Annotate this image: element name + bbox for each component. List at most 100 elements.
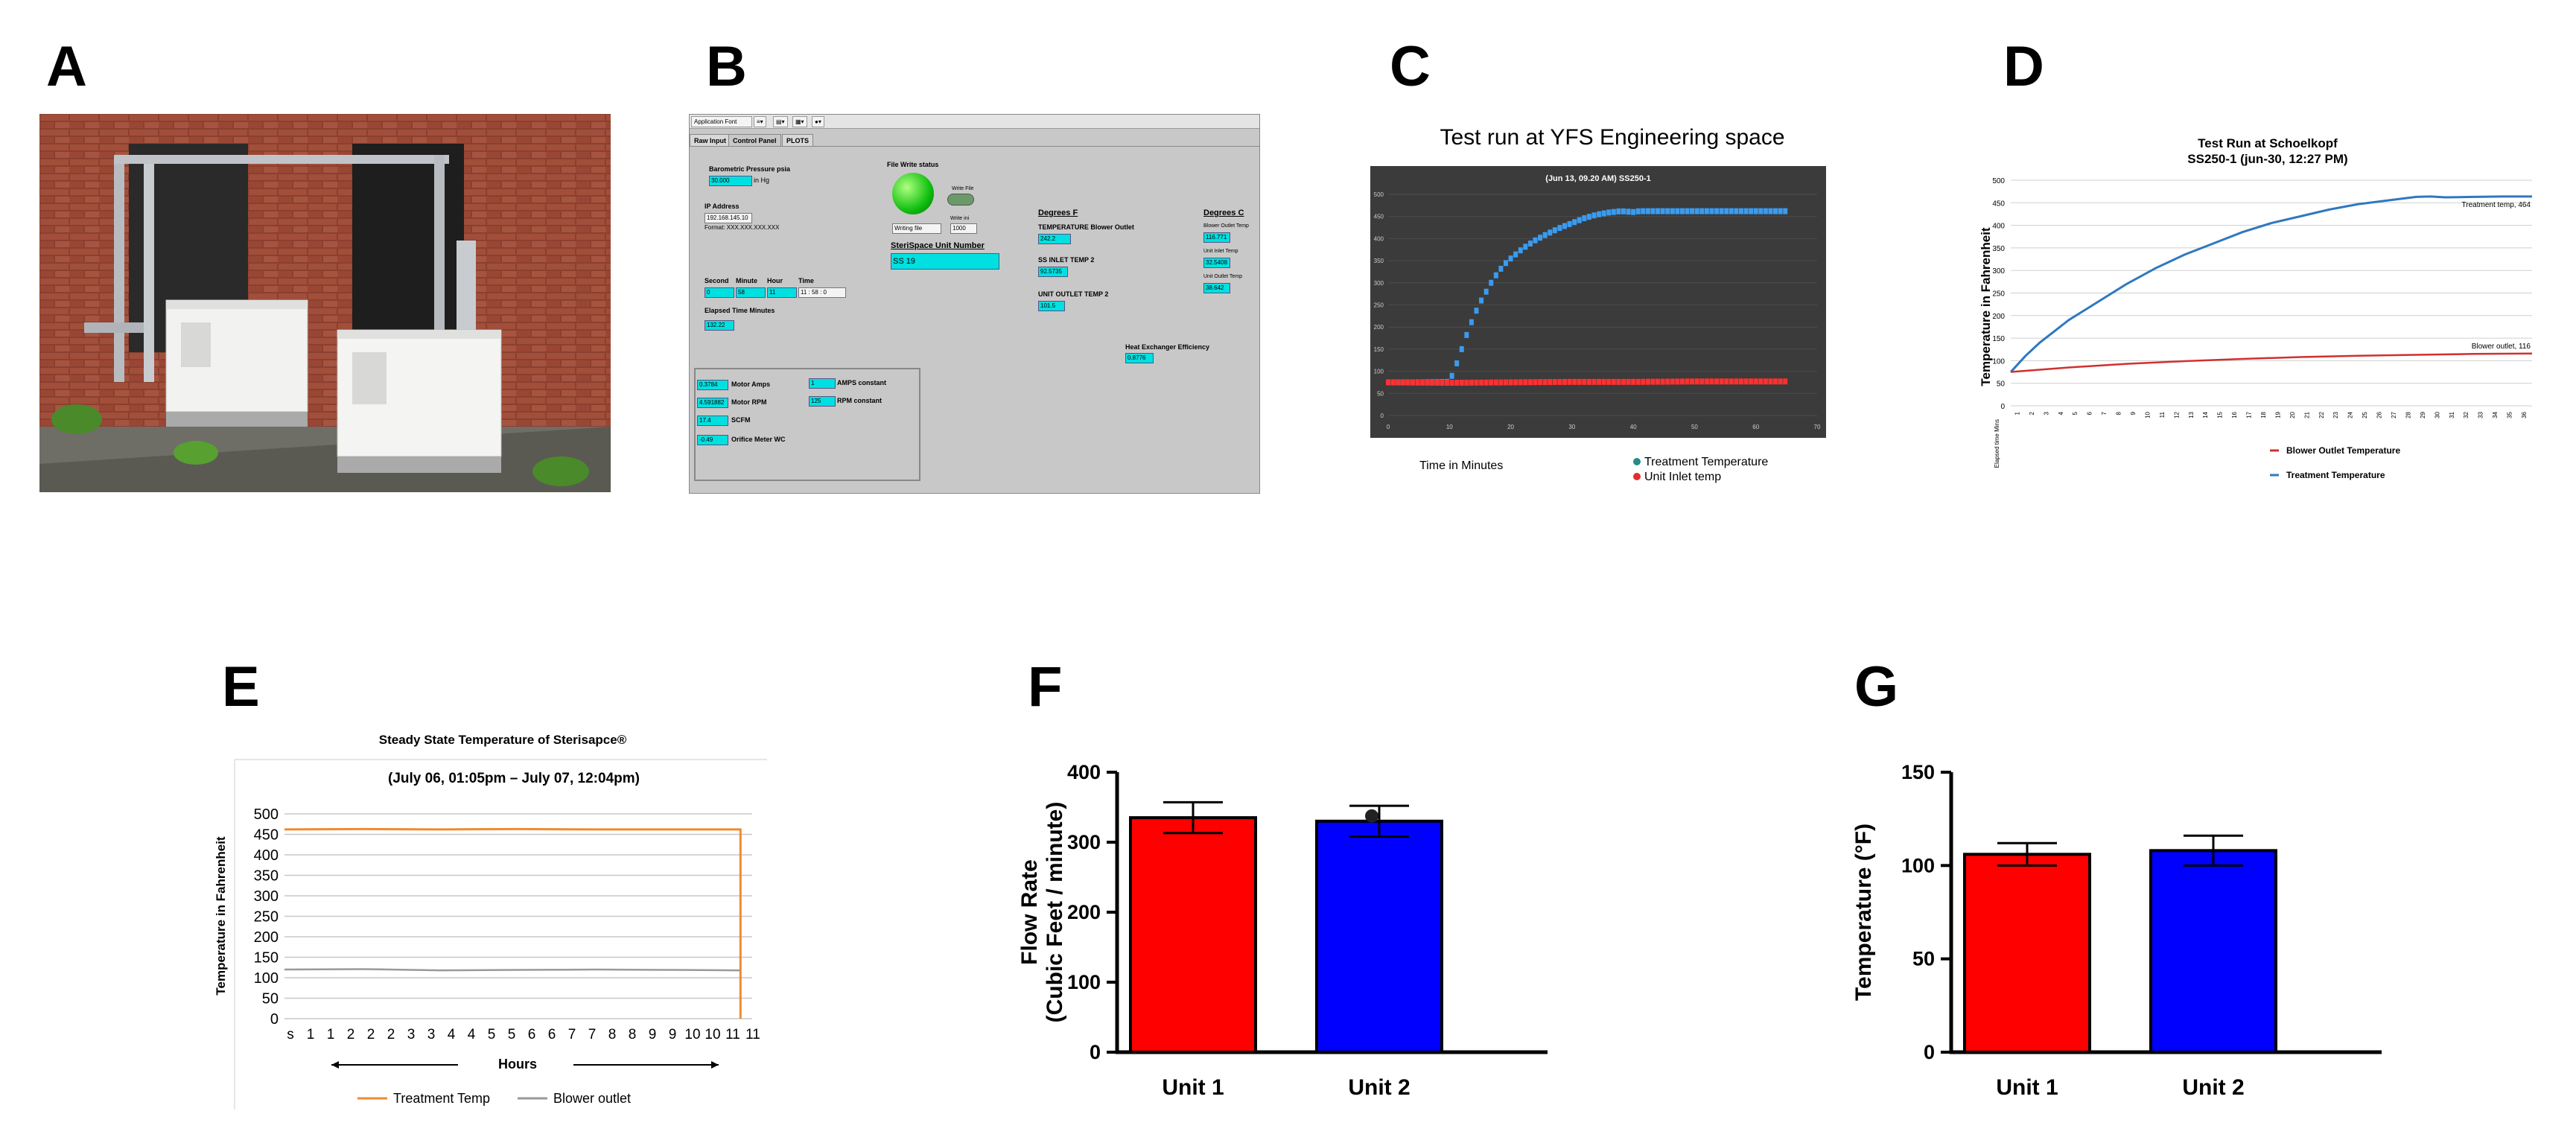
treatment-temp-point	[1738, 208, 1743, 214]
y-tick-label: 400	[254, 847, 279, 864]
bar	[1315, 819, 1443, 1054]
treatment-temp-point	[1562, 223, 1567, 229]
inlet-temp-point	[1641, 378, 1646, 385]
y-tick-label: 0	[270, 1011, 279, 1028]
file-status-label: File Write status	[887, 161, 939, 168]
x-tick-label: 26	[2376, 411, 2383, 418]
inlet-temp-point	[1440, 379, 1445, 386]
x-tick-label: 33	[2478, 411, 2484, 418]
second-field[interactable]: 0	[705, 287, 734, 298]
x-tick-label: 9	[649, 1027, 657, 1042]
reorder-button[interactable]: ●▾	[812, 116, 824, 127]
amps-constant-field[interactable]: 1	[809, 378, 836, 389]
y-tick-label: 150	[254, 950, 279, 967]
x-tick-label: 7	[568, 1027, 576, 1042]
inlet-temp-point	[1415, 379, 1420, 386]
annotation-blower: Blower outlet, 116	[2472, 343, 2531, 351]
x-tick-label: 36	[2521, 411, 2528, 418]
inlet-temp-point	[1479, 379, 1484, 386]
x-tick-label: 4	[468, 1027, 476, 1042]
treatment-temp-point	[1513, 251, 1518, 258]
x-tick-label: 18	[2260, 411, 2267, 418]
x-tick-label: 6	[528, 1027, 536, 1042]
treatment-temp-point	[1611, 208, 1616, 215]
x-axis-label: Time in Minutes	[1419, 459, 1503, 472]
y-tick-label: 400	[1374, 235, 1384, 242]
unit-inlet-c-field[interactable]: 32.5408	[1203, 258, 1230, 268]
y-tick-label: 100	[254, 970, 279, 987]
inlet-temp-point	[1420, 379, 1425, 386]
x-tick-label: 28	[2405, 411, 2411, 418]
treatment-temp-point	[1616, 208, 1621, 214]
distribute-button[interactable]: ▤▾	[773, 116, 788, 127]
panel-letter-c: C	[1390, 35, 1431, 98]
ss-inlet-f-field[interactable]: 92.5735	[1038, 267, 1068, 277]
ss-inlet-f-label: SS INLET TEMP 2	[1038, 256, 1095, 264]
chart-title: Test run at YFS Engineering space	[1440, 125, 1784, 150]
hx-efficiency-field[interactable]: 0.8776	[1125, 353, 1154, 363]
blower-outlet-c-field[interactable]: 116.771	[1203, 232, 1230, 243]
baro-field[interactable]: 30.000	[709, 176, 752, 186]
inlet-temp-point	[1601, 378, 1606, 385]
y-axis-label: Flow Rate	[1017, 859, 1042, 965]
chart-g: 0 50 100 150 Unit 1 Unit 2 Temperature (°F)	[1851, 761, 2382, 1100]
tab-raw-input[interactable]: Raw Input	[690, 134, 731, 147]
rpm-constant-field[interactable]: 125	[809, 396, 836, 407]
align-button[interactable]: ≡▾	[754, 116, 766, 127]
writing-file-field[interactable]: Writing file	[892, 223, 941, 234]
inlet-temp-point	[1626, 378, 1631, 385]
font-select[interactable]: Application Font	[691, 116, 752, 127]
motor-rpm-field[interactable]: 4.591882	[697, 398, 728, 408]
unit-number-field[interactable]: SS 19	[891, 253, 999, 270]
inlet-temp-point	[1611, 378, 1616, 385]
tab-control-panel[interactable]: Control Panel	[728, 134, 781, 147]
blower-outlet-line	[2010, 352, 2533, 373]
minute-field[interactable]: 58	[736, 287, 766, 298]
inlet-temp-point	[1714, 378, 1720, 385]
inlet-temp-point	[1709, 378, 1714, 385]
inlet-temp-point	[1508, 379, 1513, 386]
inlet-temp-point	[1552, 379, 1557, 386]
x-tick-label: 5	[488, 1027, 496, 1042]
motor-amps-field[interactable]: 0.3784	[697, 380, 728, 390]
treatment-temp-point	[1650, 208, 1656, 214]
write-file-toggle[interactable]	[947, 194, 974, 206]
inlet-temp-point	[1591, 378, 1597, 385]
write-ini-field[interactable]: 1000	[950, 223, 977, 234]
x-tick-label: 4	[2058, 411, 2064, 415]
ip-field[interactable]: 192.168.145.10	[705, 213, 752, 223]
orifice-field[interactable]: -0.49	[697, 435, 728, 445]
treatment-temp-point	[1533, 237, 1538, 243]
treatment-temp-point	[1743, 208, 1749, 214]
unit-outlet-c-field[interactable]: 38.642	[1203, 283, 1230, 293]
inlet-temp-point	[1738, 378, 1743, 385]
y-tick-label: 50	[262, 991, 279, 1007]
x-tick-label: 9	[669, 1027, 677, 1042]
panel-letter-g: G	[1854, 655, 1899, 719]
elapsed-field[interactable]: 132.22	[705, 320, 734, 331]
bar	[2149, 849, 2277, 1054]
x-tick-label: 8	[629, 1027, 637, 1042]
blower-outlet-f-field[interactable]: 242.2	[1038, 234, 1071, 244]
x-tick-label: 70	[1814, 424, 1821, 430]
time-field[interactable]: 11 : 58 : 0	[798, 287, 846, 298]
treatment-temp-point	[1474, 308, 1479, 314]
x-tick-label: 34	[2492, 411, 2499, 418]
y-tick-label: 100	[1067, 971, 1101, 993]
resize-button[interactable]: ▦▾	[792, 116, 807, 127]
hour-field[interactable]: 11	[767, 287, 797, 298]
inlet-temp-point	[1557, 378, 1562, 385]
inlet-temp-point	[1660, 378, 1665, 385]
scfm-field[interactable]: 17.4	[697, 416, 728, 426]
plot-background	[1370, 166, 1826, 438]
inlet-temp-point	[1719, 378, 1724, 385]
chart-subtitle: (Jun 13, 09.20 AM) SS250-1	[1545, 174, 1650, 183]
inlet-temp-point	[1694, 378, 1699, 385]
x-tick-label: 50	[1691, 424, 1698, 430]
tab-plots[interactable]: PLOTS	[782, 134, 814, 147]
unit-outlet-f-field[interactable]: 101.5	[1038, 301, 1065, 311]
chart-f: 0 100 200 300 400 Unit 1 Unit 2 Flow Rate (Cubic…	[1017, 761, 1548, 1100]
x-tick-label: 60	[1752, 424, 1759, 430]
treatment-temp-point	[1631, 208, 1636, 215]
treatment-temp-point	[1454, 360, 1460, 366]
